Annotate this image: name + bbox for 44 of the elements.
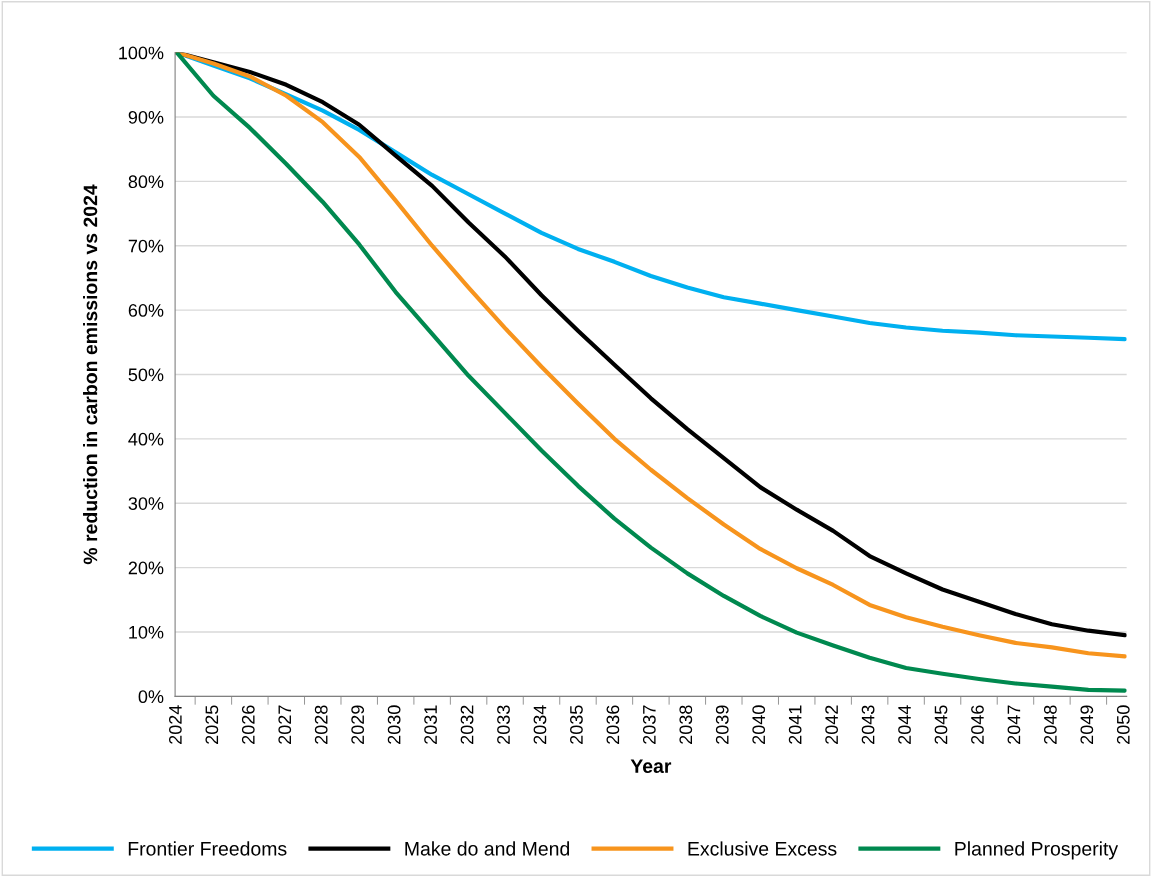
y-tick-label: 20% [128,561,164,575]
legend-label: Exclusive Excess [688,841,837,856]
x-tick-label: 2030 [387,705,401,744]
y-tick-label: 100% [119,46,164,60]
x-tick-label: 2042 [825,705,839,744]
y-tick-label: 30% [128,497,164,510]
legend-label: Make do and Mend [405,841,570,856]
x-tick-label: 2046 [971,705,984,744]
x-tick-label: 2045 [934,705,948,744]
x-tick-label: 2024 [168,705,182,744]
x-tick-label: 2032 [460,705,474,744]
x-tick-label: 2034 [533,705,547,744]
x-tick-label: 2026 [241,705,255,744]
x-tick-label: 2028 [314,705,328,744]
x-tick-label: 2029 [351,705,365,744]
x-tick-label: 2031 [424,705,437,744]
x-tick-label: 2041 [788,705,802,744]
x-tick-label: 2040 [752,705,766,744]
x-tick-label: 2050 [1116,705,1130,744]
x-tick-label: 2025 [205,705,219,744]
x-tick-label: 2048 [1043,705,1057,744]
y-tick-label: 90% [128,110,164,124]
x-tick-label: 2039 [715,705,729,744]
x-tick-label: 2035 [570,705,583,744]
x-tick-label: 2044 [898,705,911,744]
y-axis-title: % reduction in carbon emissions vs 2024 [83,184,98,565]
x-tick-label: 2033 [497,705,510,744]
y-tick-label: 0% [138,690,164,704]
legend-label: Frontier Freedoms [128,841,287,856]
x-axis-title: Year [630,759,672,774]
y-tick-label: 60% [128,304,164,317]
y-tick-label: 70% [128,239,164,253]
y-tick-label: 80% [128,175,164,189]
x-tick-label: 2038 [679,705,693,744]
x-tick-label: 2049 [1080,705,1094,744]
x-tick-label: 2047 [1007,705,1021,744]
x-tick-label: 2037 [642,705,656,744]
x-tick-label: 2036 [606,705,620,744]
legend-label: Planned Prosperity [955,841,1119,860]
y-tick-label: 40% [128,432,164,446]
x-tick-label: 2043 [861,705,875,744]
y-tick-label: 50% [128,368,164,382]
y-tick-label: 10% [129,625,164,639]
x-tick-label: 2027 [278,705,292,744]
